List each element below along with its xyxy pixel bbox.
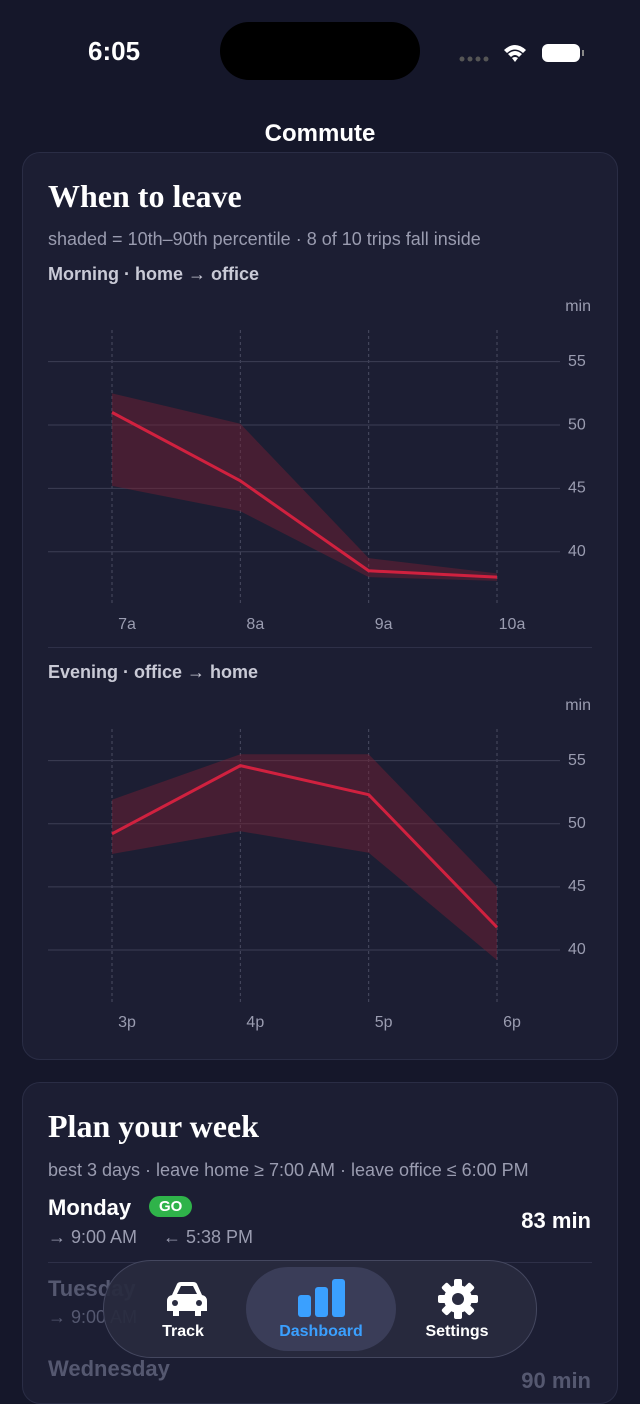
y-tick-label: 50: [568, 416, 586, 433]
status-icons: [459, 44, 584, 62]
card-title: When to leave: [48, 178, 242, 214]
tab-settings[interactable]: Settings: [382, 1261, 532, 1357]
tab-label: Settings: [425, 1323, 489, 1340]
x-tick-label: 9a: [375, 616, 393, 633]
x-tick-label: 7a: [118, 616, 136, 633]
chart-icon: [298, 1279, 345, 1317]
y-tick-label: 55: [568, 353, 586, 370]
y-unit: min: [565, 298, 591, 315]
y-tick-label: 40: [568, 941, 586, 958]
leave-card: [22, 152, 618, 1060]
divider: [48, 647, 592, 648]
x-tick-label: 6p: [503, 1014, 521, 1031]
x-tick-label: 5p: [375, 1014, 393, 1031]
status-time: 6:05: [88, 36, 141, 66]
gear-icon: [438, 1279, 478, 1319]
tab-dashboard[interactable]: Dashboard: [246, 1267, 396, 1351]
dynamic-island: [220, 22, 420, 80]
x-tick-label: 3p: [118, 1014, 136, 1031]
x-tick-label: 4p: [246, 1014, 264, 1031]
y-tick-label: 45: [568, 878, 586, 895]
tab-label: Dashboard: [279, 1323, 363, 1340]
depart-time: → 9:00 AM: [48, 1227, 138, 1247]
y-tick-label: 55: [568, 752, 586, 769]
y-tick-label: 50: [568, 815, 586, 832]
chart-title: Morning · home → office: [48, 264, 259, 284]
percentile-band: [112, 393, 497, 581]
day: Monday: [48, 1195, 132, 1220]
day: Wednesday: [48, 1356, 170, 1381]
median-line: [111, 764, 499, 929]
y-tick-label: 45: [568, 480, 586, 497]
y-tick-label: 40: [568, 543, 586, 560]
duration: 90 min: [521, 1368, 591, 1393]
x-tick-label: 8a: [246, 616, 264, 633]
card-subtitle: best 3 days · leave home ≥ 7:00 AM · lea…: [48, 1160, 529, 1180]
tab-label: Track: [162, 1323, 204, 1340]
car-icon: [167, 1282, 207, 1316]
card-title: Plan your week: [48, 1108, 259, 1144]
tab-track[interactable]: Track: [108, 1261, 258, 1357]
x-tick-label: 10a: [499, 616, 526, 633]
tab-bar: Track Dashboard Settings: [103, 1260, 537, 1358]
page-title: Commute: [264, 120, 376, 147]
go-badge: GO: [149, 1196, 193, 1217]
return-time: ← 5:38 PM: [163, 1227, 254, 1247]
percentile-band: [112, 754, 497, 961]
chart-title: Evening · office → home: [48, 662, 259, 682]
duration: 83 min: [521, 1208, 591, 1233]
charts: min 7a 8a 9a 10a 40 45 50 55 min 3p 4p 5p 6p 40 45 50 55: [48, 298, 591, 1031]
card-subtitle: shaded = 10th–90th percentile · 8 of 10 …: [48, 229, 481, 249]
median-line: [111, 411, 498, 579]
y-unit: min: [565, 697, 591, 714]
